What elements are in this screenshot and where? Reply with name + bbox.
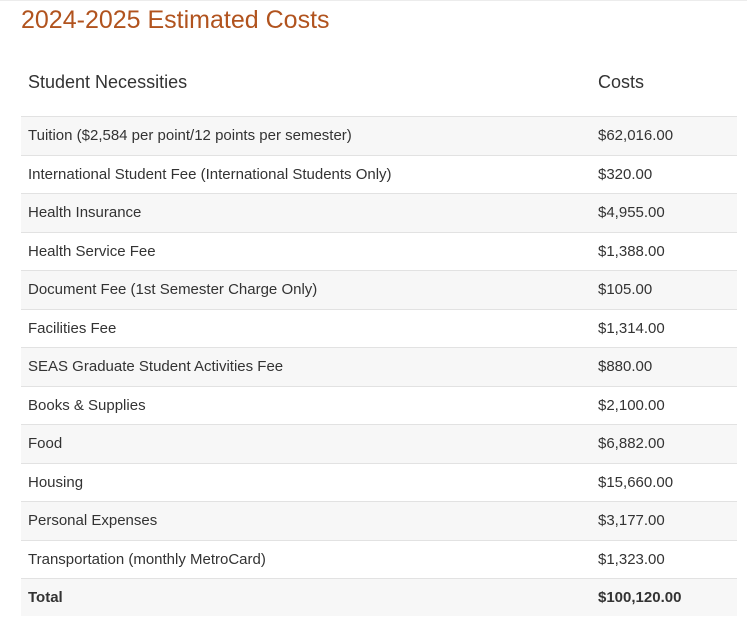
row-item: Health Insurance (21, 193, 591, 233)
row-cost: $880.00 (591, 347, 737, 387)
row-cost: $15,660.00 (591, 463, 737, 502)
row-item: Housing (21, 463, 591, 502)
row-item: Food (21, 424, 591, 464)
table-row: Facilities Fee $1,314.00 (21, 309, 737, 348)
table-row: Health Insurance $4,955.00 (21, 193, 737, 233)
table-body: Tuition ($2,584 per point/12 points per … (21, 116, 737, 579)
page-title: 2024-2025 Estimated Costs (21, 6, 330, 34)
estimated-costs-table: Student Necessities Costs Tuition ($2,58… (21, 48, 737, 616)
table-row: Transportation (monthly MetroCard) $1,32… (21, 540, 737, 579)
row-item: Health Service Fee (21, 232, 591, 271)
header-row: Student Necessities Costs (21, 48, 737, 117)
row-item: Tuition ($2,584 per point/12 points per … (21, 116, 591, 156)
table-row: Books & Supplies $2,100.00 (21, 386, 737, 425)
table-row: Document Fee (1st Semester Charge Only) … (21, 270, 737, 310)
header-costs: Costs (591, 48, 737, 117)
row-cost: $6,882.00 (591, 424, 737, 464)
table-row: Personal Expenses $3,177.00 (21, 501, 737, 541)
table-header: Student Necessities Costs (21, 48, 737, 117)
row-item: Document Fee (1st Semester Charge Only) (21, 270, 591, 310)
row-item: Personal Expenses (21, 501, 591, 541)
total-row: Total $100,120.00 (21, 578, 737, 616)
table-row: Tuition ($2,584 per point/12 points per … (21, 116, 737, 156)
table-row: International Student Fee (International… (21, 155, 737, 194)
row-item: International Student Fee (International… (21, 155, 591, 194)
row-item: Facilities Fee (21, 309, 591, 348)
row-cost: $1,388.00 (591, 232, 737, 271)
row-item: Books & Supplies (21, 386, 591, 425)
row-cost: $105.00 (591, 270, 737, 310)
row-cost: $320.00 (591, 155, 737, 194)
row-cost: $4,955.00 (591, 193, 737, 233)
table-row: SEAS Graduate Student Activities Fee $88… (21, 347, 737, 387)
row-cost: $2,100.00 (591, 386, 737, 425)
table-row: Health Service Fee $1,388.00 (21, 232, 737, 271)
table-row: Food $6,882.00 (21, 424, 737, 464)
table-footer: Total $100,120.00 (21, 578, 737, 616)
top-divider (0, 0, 747, 1)
row-cost: $3,177.00 (591, 501, 737, 541)
row-cost: $1,314.00 (591, 309, 737, 348)
table-row: Housing $15,660.00 (21, 463, 737, 502)
total-cost: $100,120.00 (591, 578, 737, 616)
row-cost: $62,016.00 (591, 116, 737, 156)
header-student-necessities: Student Necessities (21, 48, 591, 117)
row-item: Transportation (monthly MetroCard) (21, 540, 591, 579)
row-cost: $1,323.00 (591, 540, 737, 579)
total-label: Total (21, 578, 591, 616)
row-item: SEAS Graduate Student Activities Fee (21, 347, 591, 387)
